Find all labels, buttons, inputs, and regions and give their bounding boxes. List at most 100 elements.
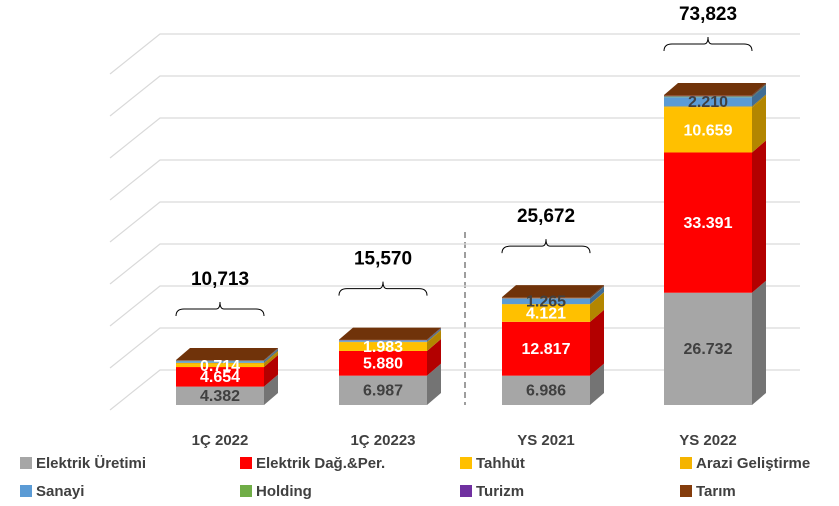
bar-segment [664, 84, 766, 98]
bar-side [752, 82, 766, 96]
bar-segment [339, 329, 441, 343]
bar-front [176, 367, 264, 387]
legend-swatch [240, 457, 252, 469]
bar-side [590, 309, 604, 376]
legend-swatch [680, 457, 692, 469]
bar-segment [502, 286, 604, 299]
bar-segment [176, 348, 278, 361]
legend-label: Elektrik Dağ.&Per. [256, 455, 385, 472]
total-bracket [663, 36, 753, 51]
bar-side [590, 286, 604, 299]
data-label: 12.817 [522, 341, 571, 358]
bar-side [590, 285, 604, 299]
bar-front [339, 341, 427, 343]
legend-label: Elektrik Üretimi [36, 455, 146, 472]
bar-segment [176, 348, 278, 361]
bar-front [664, 94, 752, 96]
data-label: 4.654 [200, 369, 240, 386]
legend-swatch [240, 485, 252, 497]
bar-segment [502, 309, 604, 376]
bar-side [752, 83, 766, 97]
bar-segment [176, 352, 278, 368]
bar-segment [176, 350, 278, 365]
bar-front [664, 106, 752, 108]
grid-line [109, 159, 800, 201]
bar-segment [664, 280, 766, 405]
bar-side [264, 348, 278, 361]
bar-segment [339, 328, 441, 342]
legend-label: Tahhüt [476, 455, 525, 472]
bar-side [427, 327, 441, 341]
bar-front [664, 95, 752, 97]
bar-segment [176, 348, 278, 362]
bar-segment [502, 292, 604, 305]
data-label: 0.714 [200, 358, 240, 375]
grid-line [109, 117, 800, 159]
bar-front [664, 97, 752, 107]
bar-segment [502, 286, 604, 305]
bar-front [176, 361, 264, 363]
bar-side [590, 286, 604, 305]
bar-front [339, 350, 427, 376]
grid-line [109, 201, 800, 243]
bar-side [752, 85, 766, 107]
x-tick-label: 1Ç 20223 [350, 432, 415, 449]
total-label: 15,570 [354, 249, 412, 270]
bar-front [176, 362, 264, 365]
bar-front [664, 152, 752, 293]
bar-side [427, 338, 441, 376]
bar-side [264, 349, 278, 363]
bar-segment [664, 95, 766, 153]
bar-side [752, 95, 766, 153]
bar-top [664, 82, 766, 95]
grid-line [109, 243, 800, 285]
bar-side [752, 94, 766, 108]
bar-segment [664, 140, 766, 293]
total-label: 73,823 [679, 4, 737, 25]
bar-segment [339, 338, 441, 376]
bar-front [502, 304, 590, 322]
bar-front [664, 107, 752, 153]
bar-side [427, 330, 441, 351]
grid-line [109, 75, 800, 117]
bar-segment [339, 363, 441, 405]
bar-segment [502, 286, 604, 299]
bar-side [427, 328, 441, 342]
bar-segment [502, 292, 604, 322]
legend-swatch [680, 485, 692, 497]
legend-label: Holding [256, 483, 312, 500]
bar-front [502, 298, 590, 305]
bar-front [339, 375, 427, 405]
bar-front [339, 342, 427, 351]
data-label: 10.659 [684, 122, 733, 139]
bar-side [590, 292, 604, 322]
bar-side [264, 350, 278, 365]
legend-swatch [460, 457, 472, 469]
bar-side [427, 328, 441, 341]
data-label: 4.121 [526, 305, 566, 322]
data-label: 5.880 [363, 356, 403, 373]
legend-label: Arazi Geliştirme [696, 455, 810, 472]
bar-segment [664, 82, 766, 96]
total-label: 25,672 [517, 206, 575, 227]
data-label: 26.732 [684, 341, 733, 358]
bar-front [339, 340, 427, 342]
bar-front [502, 321, 590, 376]
legend-swatch [20, 457, 32, 469]
bar-side [264, 348, 278, 361]
bar-segment [176, 374, 278, 405]
data-label: 6.987 [363, 383, 403, 400]
bar-segment [339, 328, 441, 341]
bar-front [176, 364, 264, 368]
bar-segment [664, 83, 766, 97]
legend-label: Sanayi [36, 483, 84, 500]
bar-front [502, 297, 590, 299]
data-label: 33.391 [684, 215, 733, 232]
bar-front [502, 375, 590, 405]
bar-side [752, 140, 766, 293]
legend-label: Turizm [476, 483, 524, 500]
bar-side [427, 329, 441, 343]
total-bracket [501, 239, 591, 254]
bar-segment [176, 349, 278, 363]
bar-side [427, 328, 441, 341]
